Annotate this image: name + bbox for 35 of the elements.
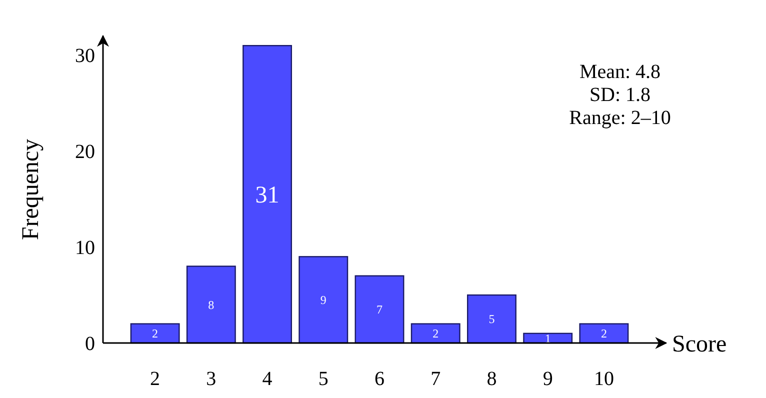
x-tick-label: 9 [542, 368, 553, 390]
x-axis-title: Score [672, 331, 727, 358]
data-label: 5 [488, 312, 495, 326]
bar [242, 44, 292, 344]
y-tick-label: 10 [75, 237, 95, 260]
x-tick-label: 5 [318, 368, 328, 390]
x-tick-label: 8 [486, 368, 497, 390]
y-axis-title: Frequency [18, 138, 44, 240]
bar [466, 294, 516, 344]
bar [579, 323, 629, 344]
data-label: 1 [544, 331, 551, 346]
data-label: 31 [255, 182, 280, 209]
data-label: 7 [376, 302, 382, 317]
bar [354, 275, 404, 344]
bar [410, 323, 460, 344]
y-tick-label: 20 [75, 141, 95, 164]
data-label: 2 [432, 326, 439, 341]
x-tick-label: 10 [594, 368, 614, 390]
x-tick-label: 3 [206, 368, 216, 390]
y-tick-label: 0 [85, 333, 95, 355]
data-label: 8 [208, 298, 214, 312]
x-tick-label: 4 [262, 368, 272, 390]
annotation: Mean: 4.8 [579, 61, 661, 83]
bar [130, 323, 180, 344]
annotation: SD: 1.8 [589, 84, 651, 106]
y-tick-label: 30 [75, 45, 95, 68]
data-label: 2 [600, 326, 607, 341]
data-label: 2 [152, 326, 158, 341]
data-label: 9 [320, 293, 326, 308]
annotation: Range: 2–10 [569, 107, 671, 129]
x-tick-label: 7 [430, 368, 441, 390]
bar [298, 256, 348, 344]
x-tick-label: 6 [374, 368, 384, 390]
bar [186, 266, 236, 344]
x-tick-label: 2 [150, 368, 160, 390]
